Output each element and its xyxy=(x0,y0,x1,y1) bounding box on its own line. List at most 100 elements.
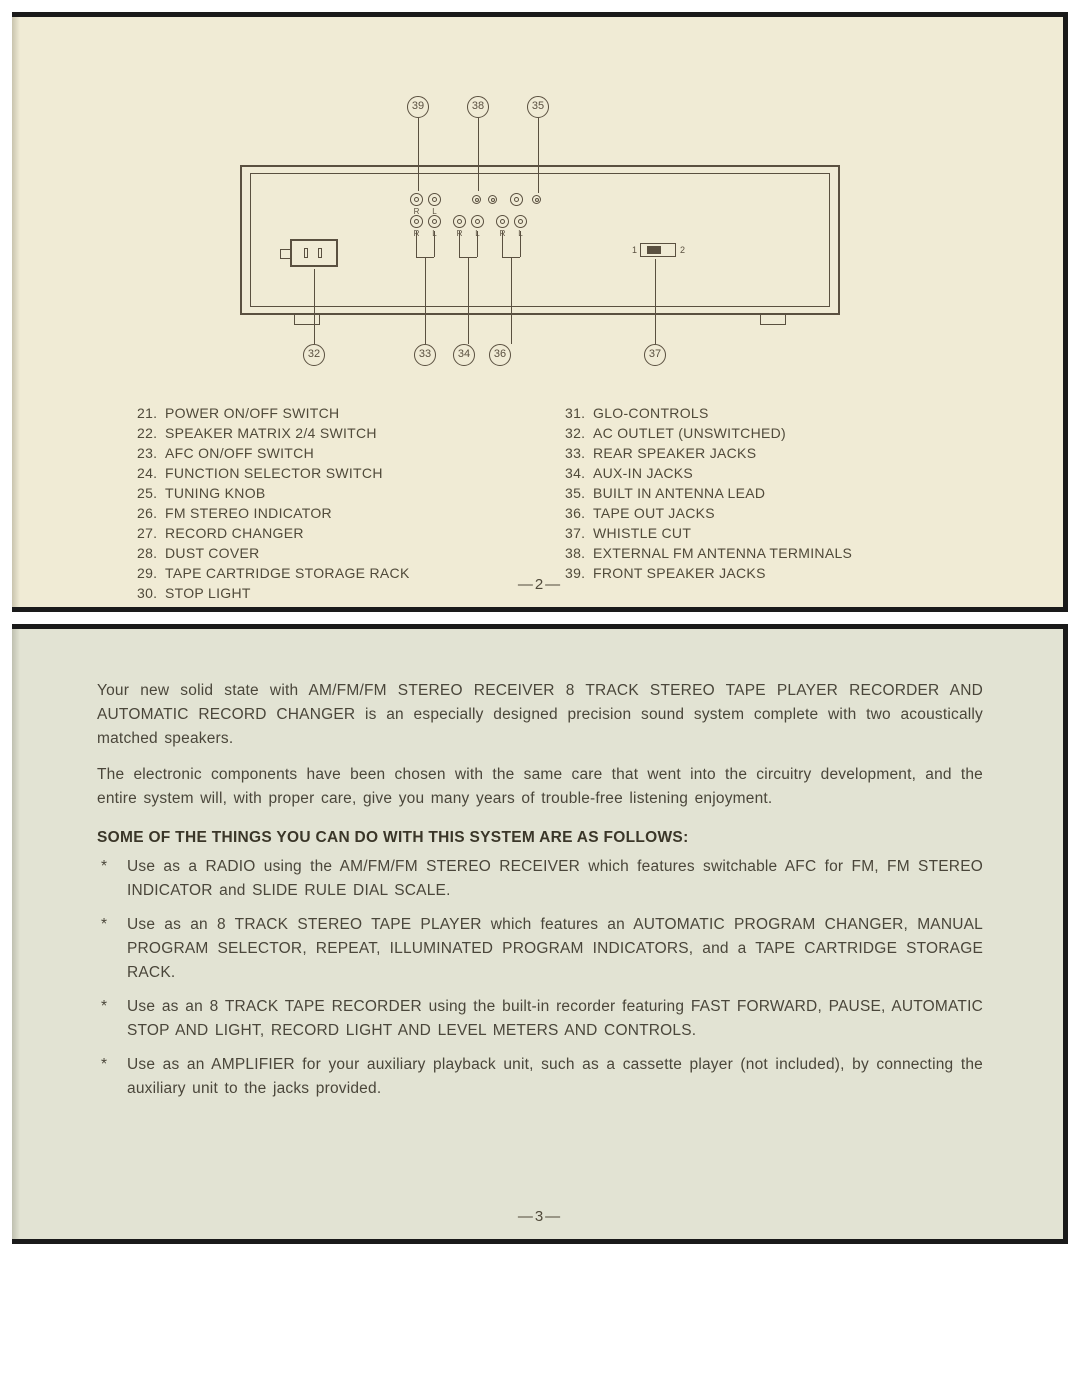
rear-panel-diagram: 1 2 RLRLRLRL 3938353233343637 xyxy=(200,47,880,387)
legend-left-column: 21.POWER ON/OFF SWITCH22.SPEAKER MATRIX … xyxy=(137,405,525,605)
outlet-slot xyxy=(318,248,322,258)
legend-columns: 21.POWER ON/OFF SWITCH22.SPEAKER MATRIX … xyxy=(137,405,953,605)
legend-text: FUNCTION SELECTOR SWITCH xyxy=(165,465,383,481)
legend-item: 31.GLO-CONTROLS xyxy=(565,405,953,421)
lead-line xyxy=(538,118,539,193)
legend-text: AC OUTLET (UNSWITCHED) xyxy=(593,425,786,441)
legend-number: 22. xyxy=(137,425,165,441)
legend-item: 21.POWER ON/OFF SWITCH xyxy=(137,405,525,421)
legend-item: 28.DUST COVER xyxy=(137,545,525,561)
jack xyxy=(532,195,541,204)
lead-line xyxy=(418,118,419,191)
legend-item: 34.AUX-IN JACKS xyxy=(565,465,953,481)
legend-number: 32. xyxy=(565,425,593,441)
page-number: —3— xyxy=(17,1208,1063,1225)
legend-number: 34. xyxy=(565,465,593,481)
page-content: 1 2 RLRLRLRL 3938353233343637 21.POWER O… xyxy=(17,17,1063,607)
lead-line xyxy=(655,259,656,344)
jack xyxy=(428,193,441,206)
legend-text: GLO-CONTROLS xyxy=(593,405,709,421)
page-number: —2— xyxy=(17,576,1063,593)
manual-page-2: 1 2 RLRLRLRL 3938353233343637 21.POWER O… xyxy=(12,12,1068,612)
legend-item: 33.REAR SPEAKER JACKS xyxy=(565,445,953,461)
features-heading: SOME OF THE THINGS YOU CAN DO WITH THIS … xyxy=(97,829,983,847)
switch-label-2: 2 xyxy=(680,245,685,255)
legend-text: REAR SPEAKER JACKS xyxy=(593,445,756,461)
manual-page-3: Your new solid state with AM/FM/FM STERE… xyxy=(12,624,1068,1244)
feature-item: Use as an 8 TRACK TAPE RECORDER using th… xyxy=(97,995,983,1043)
legend-item: 37.WHISTLE CUT xyxy=(565,525,953,541)
jack xyxy=(410,193,423,206)
jack xyxy=(453,215,466,228)
legend-number: 35. xyxy=(565,485,593,501)
legend-text: TAPE OUT JACKS xyxy=(593,505,715,521)
legend-item: 24.FUNCTION SELECTOR SWITCH xyxy=(137,465,525,481)
legend-text: BUILT IN ANTENNA LEAD xyxy=(593,485,765,501)
legend-right-column: 31.GLO-CONTROLS32.AC OUTLET (UNSWITCHED)… xyxy=(565,405,953,605)
callout-36: 36 xyxy=(489,344,511,366)
page-content: Your new solid state with AM/FM/FM STERE… xyxy=(17,629,1063,1239)
legend-item: 22.SPEAKER MATRIX 2/4 SWITCH xyxy=(137,425,525,441)
lead-line xyxy=(314,269,315,344)
legend-number: 25. xyxy=(137,485,165,501)
legend-text: POWER ON/OFF SWITCH xyxy=(165,405,339,421)
chassis-foot-left xyxy=(294,315,320,325)
legend-text: EXTERNAL FM ANTENNA TERMINALS xyxy=(593,545,852,561)
jack xyxy=(488,195,497,204)
legend-number: 27. xyxy=(137,525,165,541)
legend-text: WHISTLE CUT xyxy=(593,525,691,541)
lead-line xyxy=(416,231,417,257)
switch-handle xyxy=(647,246,661,254)
ac-outlet xyxy=(290,239,338,267)
lead-line xyxy=(434,231,435,257)
legend-number: 23. xyxy=(137,445,165,461)
legend-number: 38. xyxy=(565,545,593,561)
callout-32: 32 xyxy=(303,344,325,366)
legend-number: 33. xyxy=(565,445,593,461)
legend-text: TUNING KNOB xyxy=(165,485,266,501)
legend-item: 23.AFC ON/OFF SWITCH xyxy=(137,445,525,461)
switch-label-1: 1 xyxy=(632,245,637,255)
legend-number: 21. xyxy=(137,405,165,421)
lead-line xyxy=(425,257,426,344)
jack xyxy=(410,215,423,228)
jack xyxy=(514,215,527,228)
callout-34: 34 xyxy=(453,344,475,366)
legend-number: 28. xyxy=(137,545,165,561)
lead-line xyxy=(477,231,478,257)
legend-number: 24. xyxy=(137,465,165,481)
callout-35: 35 xyxy=(527,96,549,118)
outlet-slot xyxy=(304,248,308,258)
legend-item: 27.RECORD CHANGER xyxy=(137,525,525,541)
chassis-foot-right xyxy=(760,315,786,325)
intro-paragraph-2: The electronic components have been chos… xyxy=(97,763,983,811)
legend-text: AUX-IN JACKS xyxy=(593,465,693,481)
feature-item: Use as an AMPLIFIER for your auxiliary p… xyxy=(97,1053,983,1101)
legend-number: 31. xyxy=(565,405,593,421)
legend-item: 25.TUNING KNOB xyxy=(137,485,525,501)
lead-line xyxy=(520,231,521,257)
lead-line xyxy=(478,118,479,191)
jack xyxy=(496,215,509,228)
intro-paragraph-1: Your new solid state with AM/FM/FM STERE… xyxy=(97,679,983,751)
feature-item: Use as a RADIO using the AM/FM/FM STEREO… xyxy=(97,855,983,903)
legend-item: 38.EXTERNAL FM ANTENNA TERMINALS xyxy=(565,545,953,561)
jack xyxy=(471,215,484,228)
legend-item: 32.AC OUTLET (UNSWITCHED) xyxy=(565,425,953,441)
legend-text: DUST COVER xyxy=(165,545,260,561)
feature-item: Use as an 8 TRACK STEREO TAPE PLAYER whi… xyxy=(97,913,983,985)
callout-33: 33 xyxy=(414,344,436,366)
legend-item: 26.FM STEREO INDICATOR xyxy=(137,505,525,521)
lead-line xyxy=(468,257,469,344)
legend-item: 35.BUILT IN ANTENNA LEAD xyxy=(565,485,953,501)
legend-text: FM STEREO INDICATOR xyxy=(165,505,332,521)
callout-38: 38 xyxy=(467,96,489,118)
callout-39: 39 xyxy=(407,96,429,118)
legend-text: SPEAKER MATRIX 2/4 SWITCH xyxy=(165,425,377,441)
legend-number: 36. xyxy=(565,505,593,521)
outlet-tab xyxy=(280,249,292,259)
legend-text: AFC ON/OFF SWITCH xyxy=(165,445,314,461)
lead-line xyxy=(511,257,512,344)
legend-number: 37. xyxy=(565,525,593,541)
legend-item: 36.TAPE OUT JACKS xyxy=(565,505,953,521)
